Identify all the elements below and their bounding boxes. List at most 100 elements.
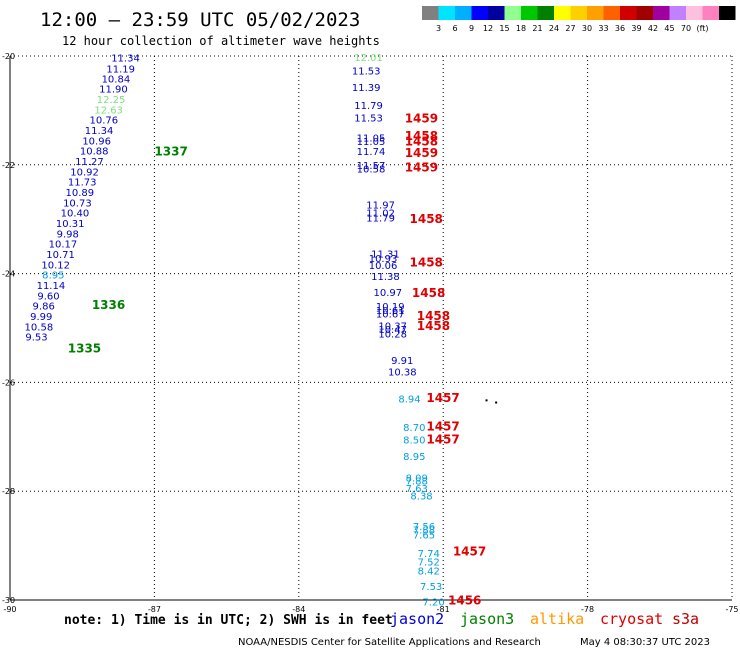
color-swatch [504, 6, 521, 20]
color-swatch [537, 6, 554, 20]
chart-subtitle: 12 hour collection of altimeter wave hei… [62, 34, 380, 48]
scale-label: 21 [532, 24, 542, 33]
swh-value: 10.84 [102, 74, 131, 85]
y-tick-label: -22 [2, 161, 15, 170]
pass-number: 1458 [405, 129, 438, 143]
swh-value: 10.88 [80, 147, 109, 158]
swh-value: 12.63 [94, 105, 123, 116]
swh-value: 8.09 [406, 474, 428, 485]
swh-value: 11.34 [85, 126, 114, 137]
swh-value: 10.92 [70, 167, 99, 178]
chart-title: 12:00 — 23:59 UTC 05/02/2023 [40, 9, 360, 31]
color-swatch [521, 6, 538, 20]
color-swatch [636, 6, 653, 20]
swh-value: 8.50 [403, 436, 425, 447]
pass-number: 1336 [92, 298, 125, 312]
x-tick-label: -84 [292, 605, 305, 614]
swh-value: 11.02 [366, 209, 395, 220]
color-swatch [570, 6, 587, 20]
swh-value: 9.86 [33, 302, 55, 313]
plot-frame [9, 56, 732, 601]
x-tick-label: -81 [437, 605, 450, 614]
header: 12:00 — 23:59 UTC 05/02/2023 12 hour col… [40, 9, 380, 48]
swh-value: 10.89 [65, 188, 94, 199]
satellite-name: jason2 [390, 610, 444, 628]
swh-value: 10.73 [63, 198, 92, 209]
footer-credit: NOAA/NESDIS Center for Satellite Applica… [238, 637, 541, 648]
color-swatch [653, 6, 670, 20]
swh-value: 10.96 [82, 136, 111, 147]
scale-label: 18 [516, 24, 526, 33]
swh-value: 11.14 [37, 281, 66, 292]
swh-value: 10.93 [369, 254, 398, 265]
pass-number: 1459 [405, 112, 438, 126]
swh-value: 8.95 [42, 271, 64, 282]
swh-value: 11.05 [357, 134, 386, 145]
scale-label: 39 [631, 24, 641, 33]
swh-value: 9.91 [391, 356, 413, 367]
scale-label: 42 [648, 24, 658, 33]
color-swatch [669, 6, 686, 20]
scale-label: 6 [452, 24, 457, 33]
swh-value: 8.95 [403, 452, 425, 463]
scale-label: 36 [615, 24, 625, 33]
y-tick-label: -26 [2, 378, 15, 387]
pass-number: 1457 [426, 419, 459, 433]
swh-value: 10.97 [374, 288, 403, 299]
swh-value: 10.40 [61, 209, 90, 220]
satellite-name: altika [530, 610, 584, 628]
pass-number: 1458 [410, 212, 443, 226]
scale-label: 9 [469, 24, 474, 33]
color-swatch [620, 6, 637, 20]
satellite-legend: jason2 jason3 altika cryosat s3a [390, 610, 699, 628]
swh-value: 10.31 [56, 219, 85, 230]
swh-value: 11.73 [68, 178, 97, 189]
marker-dot [495, 401, 498, 404]
swh-value: 11.53 [352, 67, 381, 78]
swh-points: 11.3411.1910.8411.9012.2512.6310.7611.34… [25, 53, 445, 609]
color-swatch [554, 6, 571, 20]
swh-value: 8.42 [418, 567, 440, 578]
swh-value: 9.98 [57, 229, 79, 240]
swh-value: 12.01 [354, 53, 383, 64]
color-swatch [455, 6, 472, 20]
satellite-name: s3a [672, 610, 699, 628]
swh-value: 11.79 [366, 214, 395, 225]
footer-timestamp: May 4 08:30:37 UTC 2023 [580, 637, 710, 648]
swh-value: 8.70 [403, 423, 425, 434]
color-swatch [686, 6, 703, 20]
x-tick-label: -90 [3, 605, 16, 614]
x-tick-label: -78 [581, 605, 594, 614]
footer-note: note: 1) Time is in UTC; 2) SWH is in fe… [64, 613, 393, 628]
scale-label: 30 [582, 24, 592, 33]
marker-dots [485, 399, 498, 404]
pass-number: 1458 [405, 134, 438, 148]
scale-label: 15 [499, 24, 509, 33]
swh-value: 10.58 [357, 165, 386, 176]
pass-number: 1458 [417, 309, 450, 323]
swh-value: 10.17 [49, 240, 78, 251]
footer: note: 1) Time is in UTC; 2) SWH is in fe… [64, 610, 710, 648]
swh-value: 10.06 [369, 261, 398, 272]
swh-value: 7.56 [413, 522, 435, 533]
swh-value: 11.90 [99, 85, 128, 96]
swh-value: 7.88 [413, 525, 435, 536]
swh-value: 11.31 [371, 249, 400, 260]
pass-number: 1459 [405, 146, 438, 160]
x-tick-label: -87 [148, 605, 161, 614]
swh-value: 12.25 [97, 95, 126, 106]
x-tick-label: -75 [725, 605, 738, 614]
color-scale: 3 6 9 12 15 18 21 24 27 30 33 36 39 42 45 70 (ft) [422, 6, 736, 33]
swh-value: 11.74 [357, 147, 386, 158]
swh-value: 10.38 [388, 368, 417, 379]
swh-value: 10.28 [378, 329, 407, 340]
swh-value: 7.53 [420, 582, 442, 593]
scale-label: 70 [681, 24, 691, 33]
swh-value: 7.88 [406, 476, 428, 487]
swh-value: 10.37 [378, 321, 407, 332]
swh-value: 10.47 [378, 325, 407, 336]
swh-value: 10.67 [376, 309, 405, 320]
pass-number: 1456 [448, 594, 481, 608]
swh-value: 11.53 [354, 113, 383, 124]
